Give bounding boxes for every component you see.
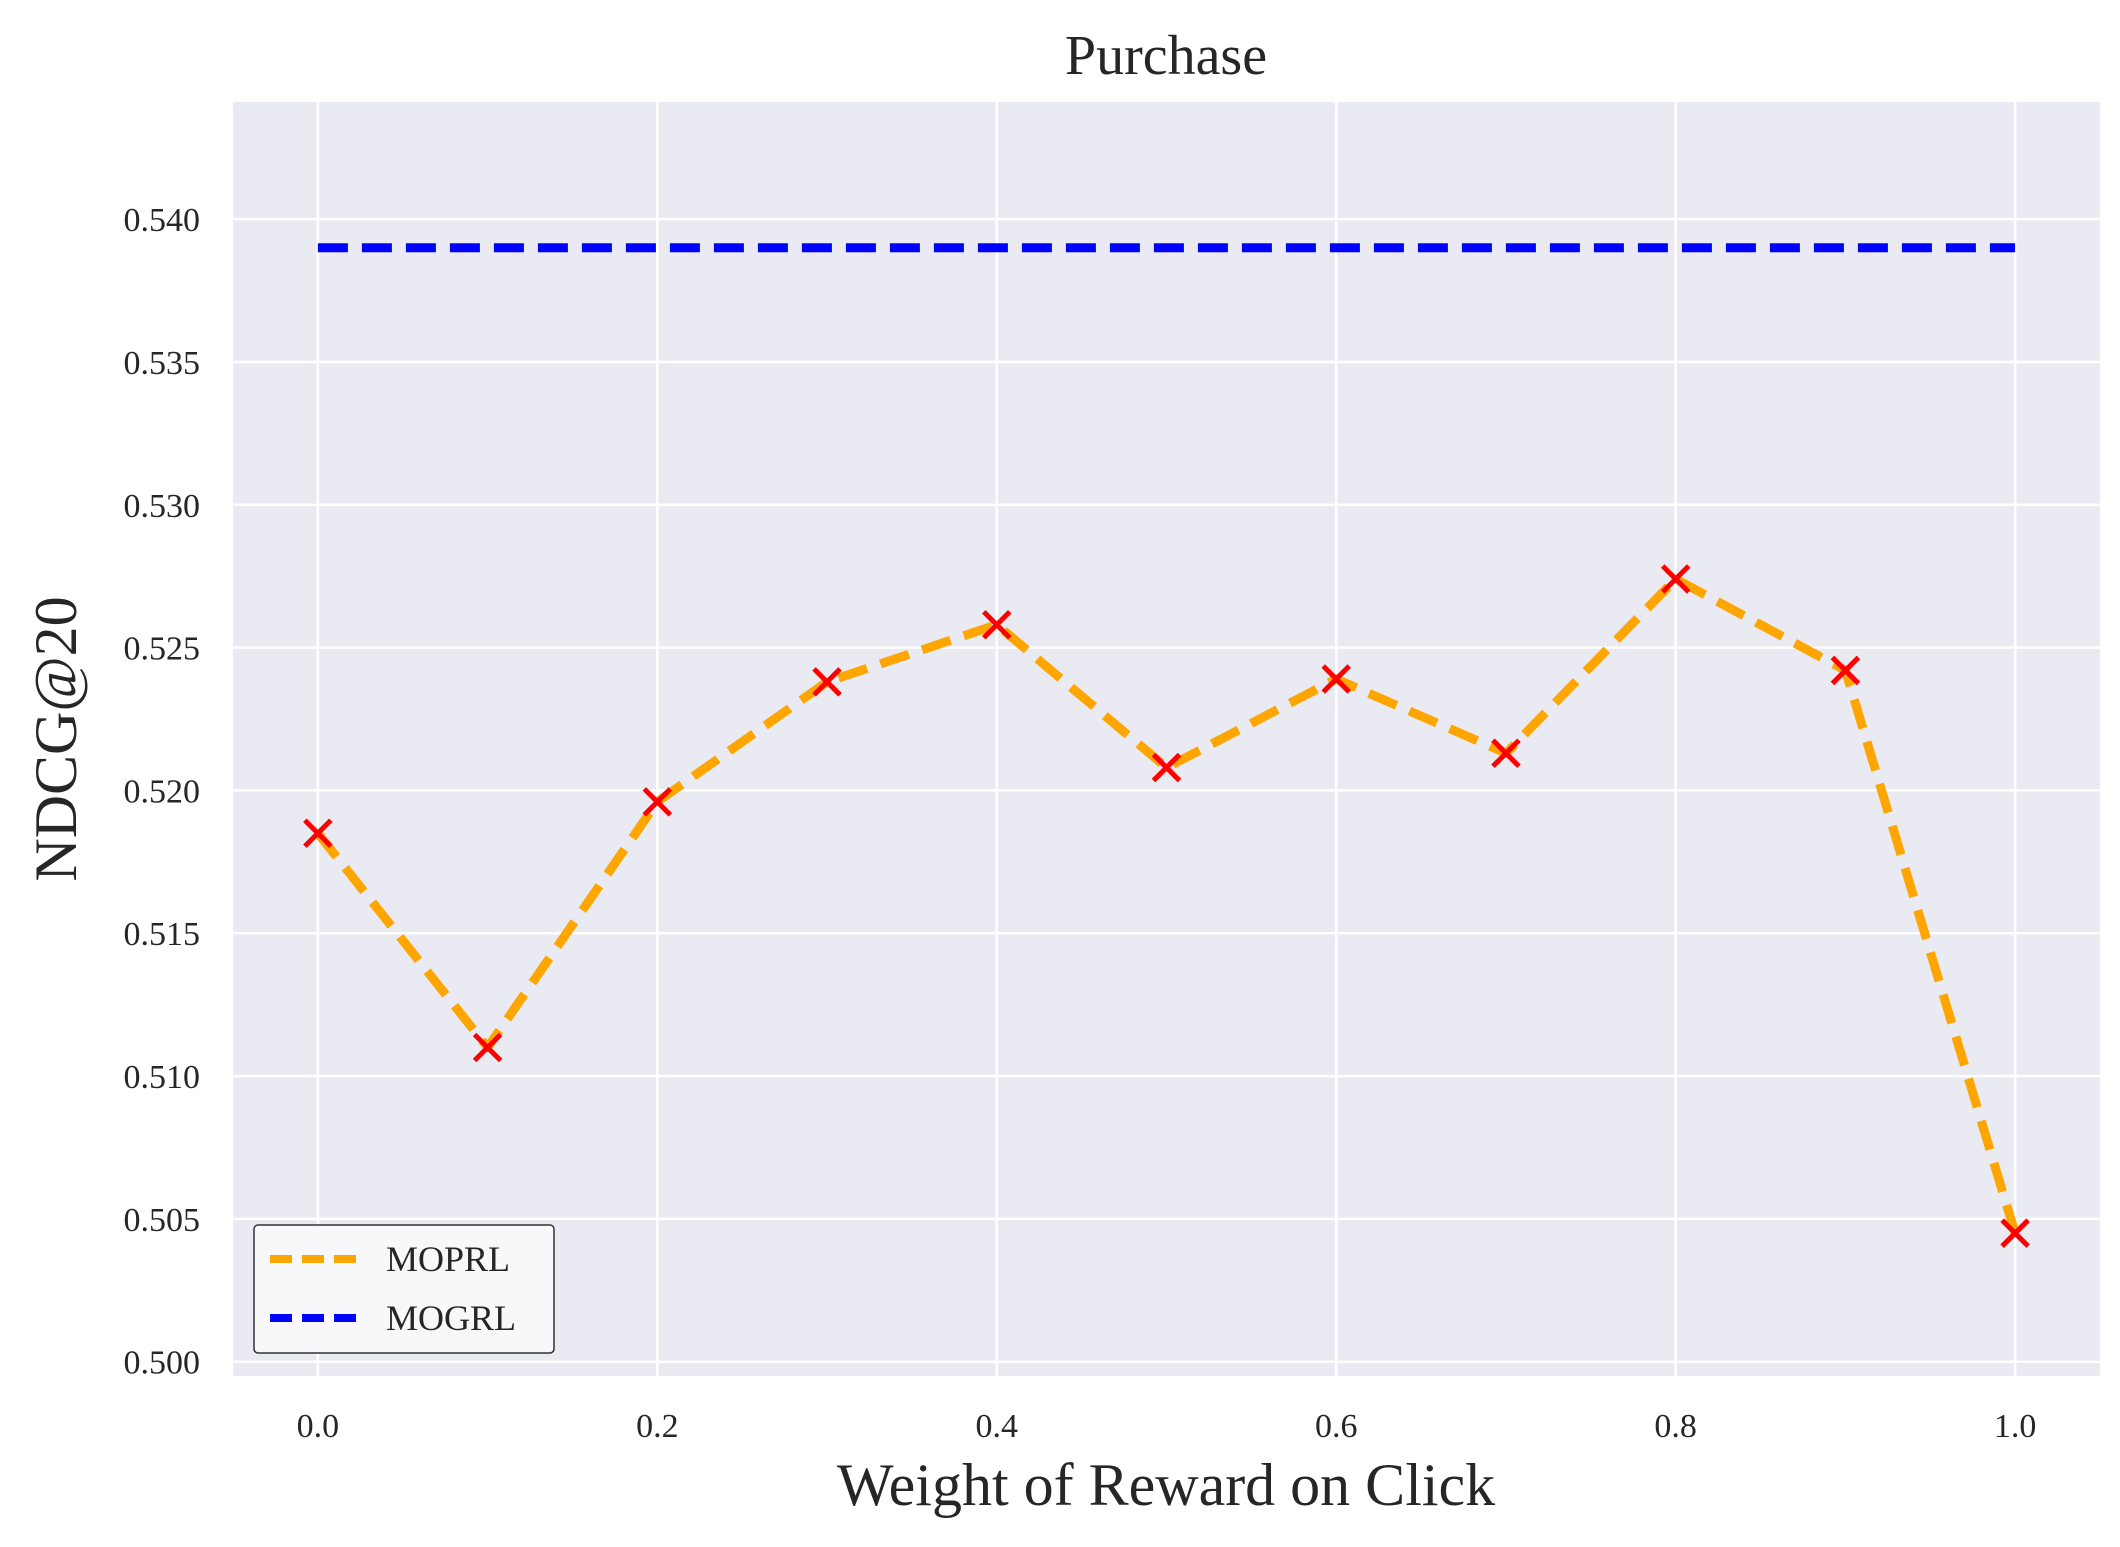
x-tick-label: 0.4 [976, 1408, 1019, 1445]
data-point-moprl [303, 818, 333, 849]
legend-box [253, 1224, 555, 1354]
y-tick-label: 0.500 [124, 1345, 201, 1382]
data-point-moprl [812, 667, 842, 697]
marker-stroke [982, 609, 1012, 640]
plot-area [233, 102, 2100, 1376]
y-tick-label: 0.530 [124, 488, 201, 525]
x-tick-label: 0.8 [1654, 1408, 1697, 1445]
x-tick-label: 1.0 [1994, 1408, 2037, 1445]
marker-stroke [1830, 655, 1861, 686]
data-point-moprl [2000, 1218, 2030, 1248]
data-point-moprl [642, 787, 673, 817]
x-tick-label: 0.6 [1315, 1408, 1358, 1445]
y-axis-label: NDCG@20 [23, 596, 89, 881]
marker-stroke [1151, 752, 1182, 783]
data-point-moprl [982, 609, 1012, 640]
marker-stroke [1491, 738, 1521, 769]
marker-stroke [642, 787, 673, 817]
tick-labels: 0.0 0.2 0.4 0.6 0.8 1.0 0.500 0.505 0.510 0.515 0.… [124, 202, 2037, 1445]
data-point-moprl [1491, 738, 1521, 769]
marker-stroke [303, 818, 333, 849]
x-tick-label: 0.0 [297, 1408, 340, 1445]
x-axis-label: Weight of Reward on Click [837, 1452, 1495, 1518]
marker-stroke [1660, 564, 1691, 594]
y-tick-label: 0.510 [124, 1059, 201, 1096]
data-point-moprl [1660, 564, 1691, 594]
marker-stroke [812, 667, 842, 697]
series-layer [303, 243, 2030, 1248]
y-tick-label: 0.535 [124, 345, 201, 382]
legend: MOPRL MOGRL [253, 1224, 555, 1354]
data-point-moprl [1830, 655, 1861, 686]
marker-stroke [2000, 1218, 2030, 1248]
chart-title: Purchase [1065, 25, 1267, 87]
y-tick-label: 0.520 [124, 773, 201, 810]
data-point-moprl [472, 1032, 503, 1063]
marker-stroke [1321, 664, 1351, 694]
legend-label-moprl: MOPRL [386, 1239, 510, 1279]
data-point-moprl [1151, 752, 1182, 783]
x-tick-label: 0.2 [636, 1408, 679, 1445]
y-tick-label: 0.540 [124, 202, 201, 239]
legend-label-mogrl: MOGRL [386, 1298, 516, 1338]
y-tick-label: 0.505 [124, 1202, 201, 1239]
data-point-moprl [1321, 664, 1351, 694]
series-line-moprl [314, 574, 2020, 1235]
marker-stroke [472, 1032, 503, 1063]
y-tick-label: 0.525 [124, 631, 201, 668]
y-tick-label: 0.515 [124, 916, 201, 953]
grid [233, 102, 2100, 1376]
